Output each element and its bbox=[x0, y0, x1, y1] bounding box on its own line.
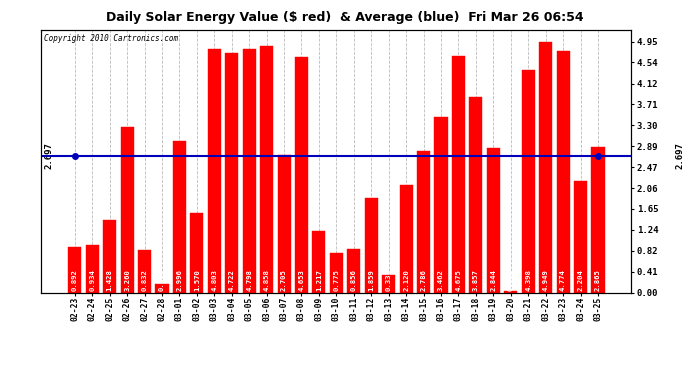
Bar bbox=[295, 57, 308, 292]
Text: 2.786: 2.786 bbox=[421, 270, 426, 291]
Text: 4.858: 4.858 bbox=[264, 270, 270, 291]
Text: 2.697: 2.697 bbox=[44, 142, 53, 169]
Text: 3.857: 3.857 bbox=[473, 270, 479, 291]
Text: 4.798: 4.798 bbox=[246, 270, 252, 291]
Text: 4.722: 4.722 bbox=[228, 270, 235, 291]
Bar bbox=[591, 147, 604, 292]
Text: Daily Solar Energy Value ($ red)  & Average (blue)  Fri Mar 26 06:54: Daily Solar Energy Value ($ red) & Avera… bbox=[106, 11, 584, 24]
Text: 4.675: 4.675 bbox=[455, 270, 462, 291]
Bar bbox=[173, 141, 186, 292]
Bar bbox=[435, 117, 448, 292]
Bar bbox=[208, 49, 221, 292]
Bar bbox=[138, 251, 151, 292]
Text: 4.774: 4.774 bbox=[560, 270, 566, 291]
Text: 3.462: 3.462 bbox=[438, 270, 444, 291]
Text: 2.865: 2.865 bbox=[595, 270, 601, 291]
Bar bbox=[225, 53, 238, 292]
Bar bbox=[313, 231, 326, 292]
Bar bbox=[365, 198, 378, 292]
Bar bbox=[574, 181, 587, 292]
Text: 0.832: 0.832 bbox=[141, 270, 148, 291]
Bar bbox=[382, 275, 395, 292]
Bar bbox=[243, 50, 256, 292]
Bar bbox=[452, 56, 465, 292]
Text: 2.996: 2.996 bbox=[177, 270, 182, 291]
Bar bbox=[260, 46, 273, 292]
Bar bbox=[417, 152, 430, 292]
Text: 0.337: 0.337 bbox=[386, 270, 392, 291]
Bar bbox=[330, 253, 343, 292]
Text: 0.775: 0.775 bbox=[333, 270, 339, 291]
Text: 2.705: 2.705 bbox=[281, 270, 287, 291]
Bar bbox=[400, 185, 413, 292]
Text: 4.398: 4.398 bbox=[525, 270, 531, 291]
Text: 4.803: 4.803 bbox=[211, 270, 217, 291]
Bar bbox=[539, 42, 552, 292]
Text: 1.859: 1.859 bbox=[368, 270, 374, 291]
Bar bbox=[522, 70, 535, 292]
Text: 1.217: 1.217 bbox=[316, 270, 322, 291]
Bar bbox=[68, 247, 81, 292]
Text: 4.653: 4.653 bbox=[299, 270, 304, 291]
Bar bbox=[557, 51, 570, 292]
Bar bbox=[277, 155, 290, 292]
Text: 3.260: 3.260 bbox=[124, 270, 130, 291]
Text: 2.120: 2.120 bbox=[403, 270, 409, 291]
Text: 2.697: 2.697 bbox=[676, 142, 684, 169]
Bar bbox=[190, 213, 204, 292]
Text: 1.570: 1.570 bbox=[194, 270, 200, 291]
Bar bbox=[86, 245, 99, 292]
Text: Copyright 2010 Cartronics.com: Copyright 2010 Cartronics.com bbox=[44, 34, 179, 43]
Bar bbox=[103, 220, 116, 292]
Text: 0.934: 0.934 bbox=[89, 270, 95, 291]
Bar bbox=[121, 127, 134, 292]
Text: 0.169: 0.169 bbox=[159, 270, 165, 291]
Bar bbox=[469, 97, 482, 292]
Bar bbox=[155, 284, 168, 292]
Bar bbox=[487, 148, 500, 292]
Text: 4.949: 4.949 bbox=[542, 270, 549, 291]
Text: 2.844: 2.844 bbox=[491, 270, 496, 291]
Text: 2.204: 2.204 bbox=[578, 270, 584, 291]
Text: 0.856: 0.856 bbox=[351, 270, 357, 291]
Text: 0.032: 0.032 bbox=[508, 270, 514, 291]
Bar bbox=[347, 249, 360, 292]
Text: 0.892: 0.892 bbox=[72, 270, 78, 291]
Bar bbox=[504, 291, 518, 292]
Text: 1.428: 1.428 bbox=[107, 270, 112, 291]
